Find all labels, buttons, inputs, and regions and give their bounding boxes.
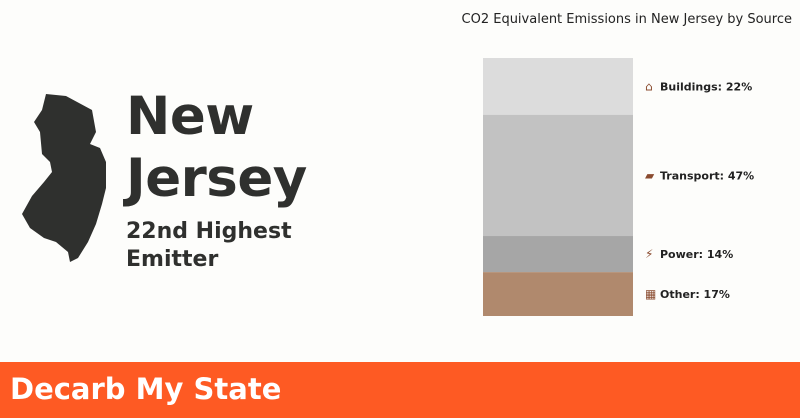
new-jersey-map-icon [22,94,106,262]
emitter-rank: 22nd Highest Emitter [126,218,326,274]
data-label-other: Other: 17% [660,288,730,301]
rank-line1: 22nd Highest [126,219,292,244]
state-name-line2: Jersey [126,148,307,209]
state-name: New Jersey [126,86,307,210]
data-label-power: Power: 14% [660,248,733,261]
emissions-stacked-bar-chart: ⌂ Buildings: 22% ▰ Transport: 47% ⚡ Power: 14… [483,58,754,316]
footer-banner: Decarb My State [0,362,800,418]
bar-segment-transport [483,114,633,237]
house-icon: ⌂ [645,79,653,93]
footer-brand: Decarb My State [10,372,282,406]
factory-icon: ▦ [645,287,656,301]
data-label-buildings: Buildings: 22% [660,80,752,93]
car-icon: ▰ [645,168,655,182]
bar-segment-power [483,236,633,273]
bar-segment-buildings [483,58,633,115]
state-name-line1: New [126,86,254,147]
chart-title: CO2 Equivalent Emissions in New Jersey b… [461,12,792,27]
data-label-transport: Transport: 47% [660,169,754,182]
bar-segment-other [483,272,633,316]
rank-line2: Emitter [126,247,219,272]
plug-icon: ⚡ [645,247,653,261]
